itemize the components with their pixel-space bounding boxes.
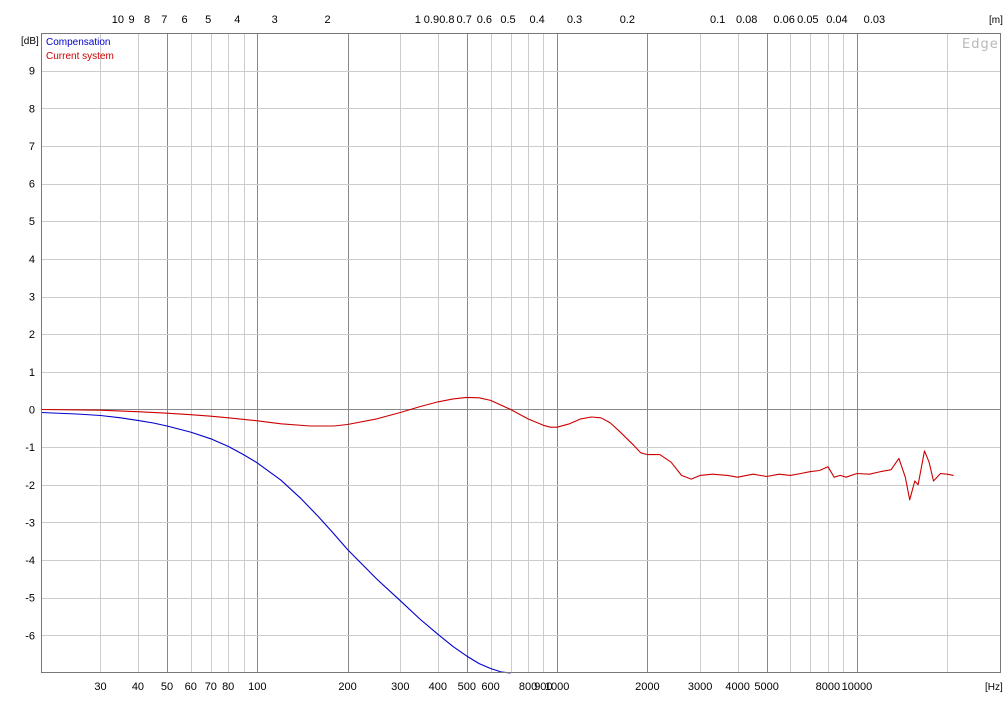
- x-tick-label: 30: [94, 681, 106, 693]
- x-tick-label: 10000: [842, 681, 873, 693]
- series-layer: [40, 396, 954, 674]
- top-tick-label: 0.2: [620, 14, 635, 26]
- y-tick-label: -2: [25, 480, 35, 492]
- x-tick-label: 70: [205, 681, 217, 693]
- y-tick-label: 3: [29, 292, 35, 304]
- x-axis-unit: [Hz]: [985, 682, 1003, 693]
- y-tick-label: -5: [25, 593, 35, 605]
- y-axis-ticks: 9 8 7 6 5 4 3 2 1 0 -1 -2 -3 -4 -5 -6: [25, 66, 35, 643]
- x-tick-label: 900: [534, 681, 552, 693]
- x-tick-label: 300: [391, 681, 409, 693]
- top-tick-label: 0.3: [567, 14, 582, 26]
- y-tick-label: 1: [29, 367, 35, 379]
- x-tick-label: 100: [248, 681, 266, 693]
- top-tick-label: 0.7: [457, 14, 472, 26]
- x-tick-label: 2000: [635, 681, 659, 693]
- plot-border: [41, 33, 1001, 673]
- top-tick-label: 0.6: [477, 14, 492, 26]
- x-axis-ticks: 30 40 50 60 70 80 100 200 300 400 500 600 8009001000…: [94, 681, 872, 693]
- top-tick-label: 0.08: [736, 14, 757, 26]
- top-tick-label: 0.9: [424, 14, 439, 26]
- y-tick-label: 0: [29, 404, 35, 416]
- y-tick-label: 8: [29, 103, 35, 115]
- x-tick-label: 40: [132, 681, 144, 693]
- y-tick-label: -3: [25, 517, 35, 529]
- top-tick-label: 1: [415, 14, 421, 26]
- x-tick-label: 4000: [725, 681, 749, 693]
- x-tick-label: 80: [222, 681, 234, 693]
- legend-current-system: Current system: [46, 51, 114, 62]
- y-tick-label: 2: [29, 329, 35, 341]
- x-tick-label: 200: [338, 681, 356, 693]
- legend-compensation: Compensation: [46, 37, 110, 48]
- y-tick-label: 4: [29, 254, 35, 266]
- top-tick-label: 0.06: [773, 14, 794, 26]
- top-tick-label: 6: [181, 14, 187, 26]
- plot-background: [41, 33, 1000, 673]
- y-tick-label: -6: [25, 630, 35, 642]
- watermark: Edge: [962, 37, 999, 52]
- top-tick-label: 0.5: [500, 14, 515, 26]
- top-tick-label: 0.1: [710, 14, 725, 26]
- top-tick-label: 2: [324, 14, 330, 26]
- top-axis-ticks: 10 9 8 7 6 5 4 3 2 1 0.9 0.8 0.7 0.6 0.5 0.4 0.3 0.2 0.1 0.…: [112, 14, 885, 26]
- grid: [41, 33, 1000, 673]
- top-tick-label: 0.03: [864, 14, 885, 26]
- top-tick-label: 4: [234, 14, 240, 26]
- y-tick-label: 9: [29, 66, 35, 78]
- x-tick-label: 3000: [688, 681, 712, 693]
- x-tick-label: 50: [161, 681, 173, 693]
- y-tick-label: 6: [29, 179, 35, 191]
- series-line-compensation: [40, 411, 511, 674]
- top-tick-label: 3: [272, 14, 278, 26]
- x-tick-label: 60: [185, 681, 197, 693]
- top-axis-unit: [m]: [989, 15, 1003, 26]
- x-tick-label: 5000: [754, 681, 778, 693]
- x-tick-label: 8000: [816, 681, 840, 693]
- x-tick-label: 400: [429, 681, 447, 693]
- top-tick-label: 0.4: [530, 14, 545, 26]
- top-tick-label: 5: [205, 14, 211, 26]
- top-tick-label: 7: [161, 14, 167, 26]
- top-tick-label: 0.05: [797, 14, 818, 26]
- top-tick-label: 0.8: [439, 14, 454, 26]
- y-tick-label: 7: [29, 141, 35, 153]
- series-line-current-system: [40, 396, 954, 501]
- y-tick-label: -1: [25, 442, 35, 454]
- top-tick-label: 9: [129, 14, 135, 26]
- top-tick-label: 8: [144, 14, 150, 26]
- x-tick-label: 500: [458, 681, 476, 693]
- y-tick-label: 5: [29, 216, 35, 228]
- x-tick-label: 1000: [545, 681, 569, 693]
- y-axis-unit: [dB]: [21, 36, 39, 47]
- top-tick-label: 0.04: [826, 14, 847, 26]
- y-tick-label: -4: [25, 555, 35, 567]
- x-tick-label: 600: [481, 681, 499, 693]
- top-tick-label: 10: [112, 14, 124, 26]
- x-tick-label: 800: [519, 681, 537, 693]
